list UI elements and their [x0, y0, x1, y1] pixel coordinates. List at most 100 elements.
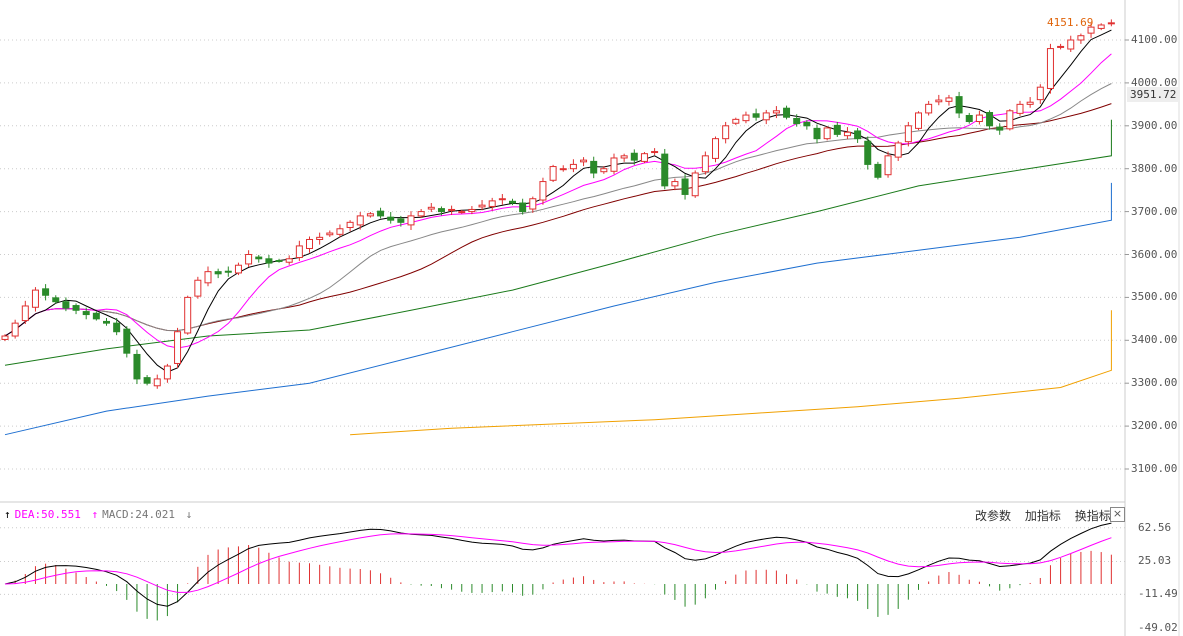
candle-body [21, 305, 29, 322]
candle-body [691, 172, 699, 197]
candle-body [986, 112, 994, 127]
macd-tick-label: -11.49 [1138, 587, 1178, 601]
price-tick-label: 3200.00 [1131, 419, 1178, 433]
candle-body [437, 208, 445, 213]
candle-body [783, 107, 791, 118]
ma10-line [4, 53, 1112, 349]
candle-body [285, 258, 293, 263]
candle-body [204, 271, 212, 284]
candle-body [975, 114, 983, 123]
candle-body [762, 112, 770, 121]
price-tick-label: 3800.00 [1131, 161, 1178, 175]
up-arrow-icon: ↑ [4, 508, 11, 521]
candle-body [1077, 35, 1085, 41]
candle-body [945, 97, 953, 102]
candle-body [864, 140, 872, 165]
candle-body [255, 256, 263, 260]
candle-body [387, 216, 395, 221]
candle-body [366, 213, 374, 217]
candle-body [722, 125, 730, 140]
candle-body [600, 168, 608, 173]
candle-body [813, 127, 821, 140]
candle-body [671, 181, 679, 187]
candle-body [377, 210, 385, 217]
price-tick-label: 3500.00 [1131, 290, 1178, 304]
candle-body [427, 206, 435, 210]
close-indicator-button[interactable]: × [1110, 507, 1125, 522]
candle-body [549, 166, 557, 181]
candle-body [1016, 103, 1024, 114]
candle-body [519, 202, 527, 213]
candle-body [295, 245, 303, 259]
candle-body [915, 112, 922, 129]
candle-body [92, 312, 100, 320]
candle-body [458, 211, 466, 214]
ma60-line [4, 119, 1112, 366]
candle-body [752, 113, 760, 118]
candle-body [31, 289, 39, 308]
macd-tick-label: 25.03 [1138, 554, 1172, 568]
candle-body [529, 198, 537, 210]
current-price-tag: 3951.72 [1127, 87, 1180, 102]
candle-body [651, 151, 659, 154]
candle-body [610, 157, 618, 172]
candle-body [468, 208, 476, 213]
indicator-toolbar: 改参数 加指标 换指标 [975, 507, 1121, 524]
macd-tick-label: -49.02 [1138, 621, 1178, 635]
candle-body [884, 155, 892, 176]
candle-body [72, 305, 80, 311]
candle-body [42, 288, 50, 296]
candle-body [245, 254, 253, 265]
dea-line [4, 533, 1112, 593]
macd-tick-label: 62.56 [1138, 520, 1172, 534]
candle-body [1087, 26, 1095, 34]
candle-body [833, 124, 841, 135]
candle-body [103, 320, 110, 324]
candle-body [448, 208, 456, 211]
candle-body [275, 260, 283, 263]
candle-body [407, 215, 415, 226]
modify-params-button[interactable]: 改参数 [975, 509, 1012, 523]
ma30-line [4, 103, 1112, 337]
up-arrow-icon: ↑ [91, 508, 99, 521]
candle-body [123, 328, 131, 354]
candle-body [732, 118, 740, 124]
candle-body [306, 238, 313, 249]
dea-value: DEA:50.551 [14, 508, 81, 521]
candle-body [661, 153, 669, 187]
candle-body [62, 301, 70, 309]
candle-body [174, 331, 182, 364]
price-tick-label: 3600.00 [1131, 247, 1178, 261]
down-arrow-icon: ↓ [185, 508, 193, 521]
switch-indicator-button[interactable]: 换指标 [1074, 509, 1111, 523]
candle-body [701, 155, 709, 173]
candle-body [965, 115, 973, 123]
candle-body [630, 152, 638, 161]
candle-body [620, 155, 628, 159]
candle-body [478, 204, 486, 208]
candle-body [163, 365, 171, 380]
candle-body [82, 311, 90, 316]
candle-body [184, 296, 192, 334]
candle-body [925, 103, 933, 114]
candle-body [1057, 45, 1065, 48]
add-indicator-button[interactable]: 加指标 [1024, 509, 1061, 523]
candle-body [417, 211, 425, 217]
candle-body [356, 215, 364, 226]
candle-body [823, 127, 831, 140]
candle-body [133, 353, 141, 380]
price-tick-label: 3900.00 [1131, 118, 1178, 132]
candle-body [326, 232, 334, 236]
candle-body [153, 378, 161, 387]
candle-body [1046, 48, 1054, 89]
ma250-line [350, 310, 1112, 436]
high-price-label: 4151.69 [1047, 16, 1094, 29]
ma5-line [4, 29, 1112, 373]
candle-body [894, 142, 902, 158]
candle-body [52, 297, 60, 303]
price-tick-label: 4000.00 [1131, 75, 1178, 89]
candle-body [793, 118, 801, 125]
candle-body [559, 168, 567, 171]
